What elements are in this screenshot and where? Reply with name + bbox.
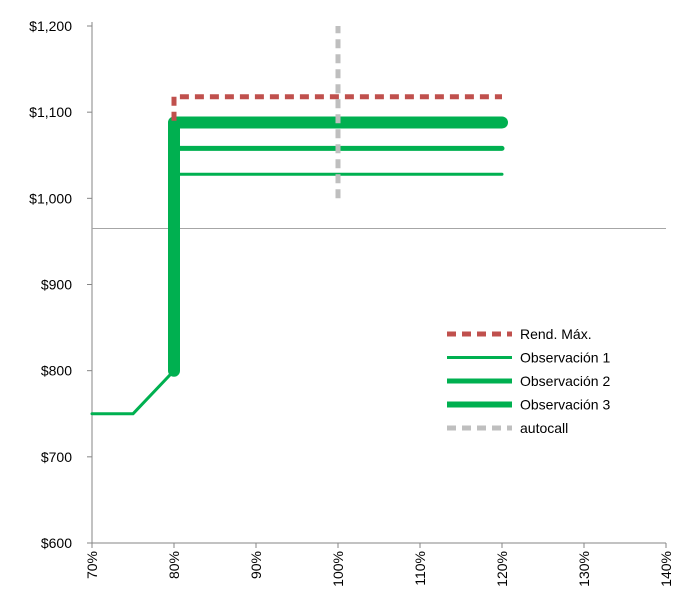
x-tick-label: 80%: [166, 551, 182, 579]
y-tick-label: $1,000: [29, 190, 72, 206]
legend-label: Observación 2: [520, 373, 610, 389]
series-line-0: [171, 94, 502, 121]
legend-label: autocall: [520, 420, 568, 436]
y-tick-label: $900: [41, 277, 72, 293]
legend-label: Observación 3: [520, 397, 610, 413]
y-tick-label: $700: [41, 449, 72, 465]
legend-label: Rend. Máx.: [520, 326, 592, 342]
x-tick-label: 90%: [248, 551, 264, 579]
y-tick-label: $1,100: [29, 104, 72, 120]
x-tick-label: 100%: [330, 551, 346, 587]
x-tick-label: 140%: [658, 551, 674, 587]
x-tick-label: 120%: [494, 551, 510, 587]
series-group: [90, 26, 508, 416]
series-line-3: [168, 116, 508, 377]
legend-label: Observación 1: [520, 350, 610, 366]
y-tick-label: $800: [41, 363, 72, 379]
y-tick-label: $600: [41, 535, 72, 551]
x-tick-label: 130%: [576, 551, 592, 587]
axes: [87, 22, 667, 548]
tick-labels: $600 $700 $800 $900 $1,000 $1,100 $1,200 70% 80%…: [29, 18, 674, 587]
series-line-1: [90, 172, 504, 416]
y-tick-label: $1,200: [29, 18, 72, 34]
x-tick-label: 70%: [84, 551, 100, 579]
x-tick-label: 110%: [412, 551, 428, 586]
legend: Rend. Máx. Observación 1 Observación 2 Obse…: [447, 326, 610, 436]
